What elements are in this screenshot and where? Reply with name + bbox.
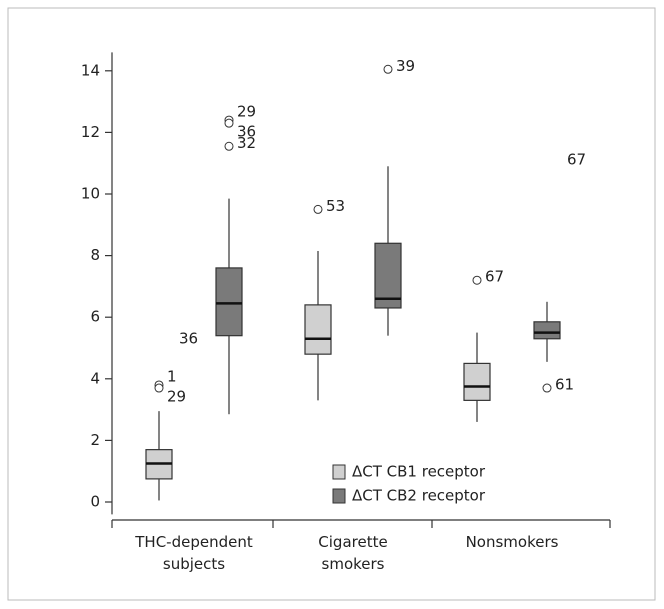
outlier (224, 141, 234, 151)
y-tick-label: 0 (90, 493, 100, 511)
y-tick-label: 8 (90, 246, 100, 264)
outlier-label: 61 (555, 376, 574, 394)
outlier-label: 29 (167, 388, 186, 406)
y-tick-label: 10 (81, 185, 100, 203)
outlier-label: 39 (396, 57, 415, 75)
box (374, 242, 402, 309)
box (463, 362, 491, 401)
outlier-label: 36 (237, 123, 256, 141)
y-tick-label: 2 (90, 431, 100, 449)
outlier (313, 204, 323, 214)
outlier (472, 275, 482, 285)
x-tick-label: Nonsmokers (466, 533, 559, 551)
legend-label: ΔCT CB2 receptor (352, 487, 486, 505)
legend-label: ΔCT CB1 receptor (352, 463, 486, 481)
outlier (542, 383, 552, 393)
outlier-label: 53 (326, 197, 345, 215)
box (304, 304, 332, 355)
x-tick-label: THC-dependent subjects (134, 533, 253, 573)
annotation: 67 (567, 151, 586, 169)
x-tick-label: Cigarette smokers (318, 533, 387, 573)
frame (7, 7, 656, 601)
y-tick-label: 12 (81, 123, 100, 141)
y-tick-label: 14 (81, 61, 100, 79)
y-tick-label: 4 (90, 369, 100, 387)
y-tick-label: 6 (90, 308, 100, 326)
outlier (224, 118, 234, 128)
outlier-label: 67 (485, 268, 504, 286)
outlier (154, 383, 164, 393)
box (533, 321, 561, 340)
annotation: 36 (179, 329, 198, 347)
box (215, 267, 243, 337)
outlier (383, 64, 393, 74)
outlier-label: 32 (237, 134, 256, 152)
legend-swatch (332, 464, 346, 480)
outlier-label: 1 (167, 367, 177, 385)
outlier-label: 29 (237, 103, 256, 121)
legend-swatch (332, 488, 346, 504)
